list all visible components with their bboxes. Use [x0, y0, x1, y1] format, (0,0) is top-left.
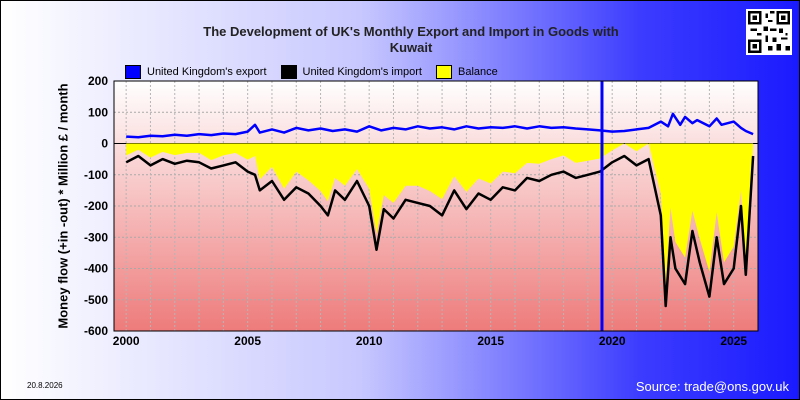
y-tick-label: -600 — [84, 324, 108, 338]
balance-area — [126, 143, 754, 285]
x-tick-label: 2010 — [356, 334, 383, 348]
legend-swatch-import — [280, 65, 297, 79]
balance-layer — [126, 143, 754, 285]
plot-border — [113, 80, 759, 332]
chart-title-line2: Kuwait — [389, 40, 433, 55]
x-tick-label: 2005 — [234, 334, 261, 348]
y-tick-label: -400 — [84, 262, 108, 276]
date-stamp: 20.8.2026 — [27, 381, 63, 390]
legend-swatch-balance — [436, 65, 452, 79]
y-tick-label: 100 — [88, 105, 108, 119]
y-tick-label: 200 — [88, 74, 108, 88]
x-tick-label: 2000 — [113, 334, 140, 348]
import-layer — [125, 154, 755, 308]
legend-label-export: United Kingdom's export — [147, 66, 267, 78]
y-tick-labels: 200 100 0 -100 -200 -300 -400 -500 -600 — [84, 74, 108, 338]
legend-swatch-export — [125, 65, 141, 79]
export-layer — [126, 112, 754, 139]
y-tick-label: 0 — [101, 137, 108, 151]
qr-code-icon — [746, 9, 792, 55]
x-tick-label: 2025 — [720, 334, 747, 348]
legend: United Kingdom's export United Kingdom's… — [125, 64, 512, 80]
x-tick-label: 2015 — [477, 334, 504, 348]
chart-title-line1: The Development of UK's Monthly Export a… — [203, 24, 619, 39]
legend-item-import: United Kingdom's import — [280, 65, 423, 79]
x-tick-label: 2020 — [599, 334, 626, 348]
source-text: Source: trade@ons.gov.uk — [635, 379, 789, 394]
y-tick-label: -300 — [84, 230, 108, 244]
legend-item-export: United Kingdom's export — [125, 65, 267, 79]
x-tick-labels: 2000 2005 2010 2015 2020 2025 — [113, 334, 748, 348]
legend-item-balance: Balance — [436, 65, 498, 79]
legend-label-import: United Kingdom's import — [302, 66, 423, 78]
import-line — [125, 154, 755, 308]
legend-label-balance: Balance — [458, 66, 498, 78]
y-tick-label: -100 — [84, 168, 108, 182]
y-tick-label: -200 — [84, 199, 108, 213]
export-line — [126, 112, 754, 139]
y-tick-label: -500 — [84, 293, 108, 307]
